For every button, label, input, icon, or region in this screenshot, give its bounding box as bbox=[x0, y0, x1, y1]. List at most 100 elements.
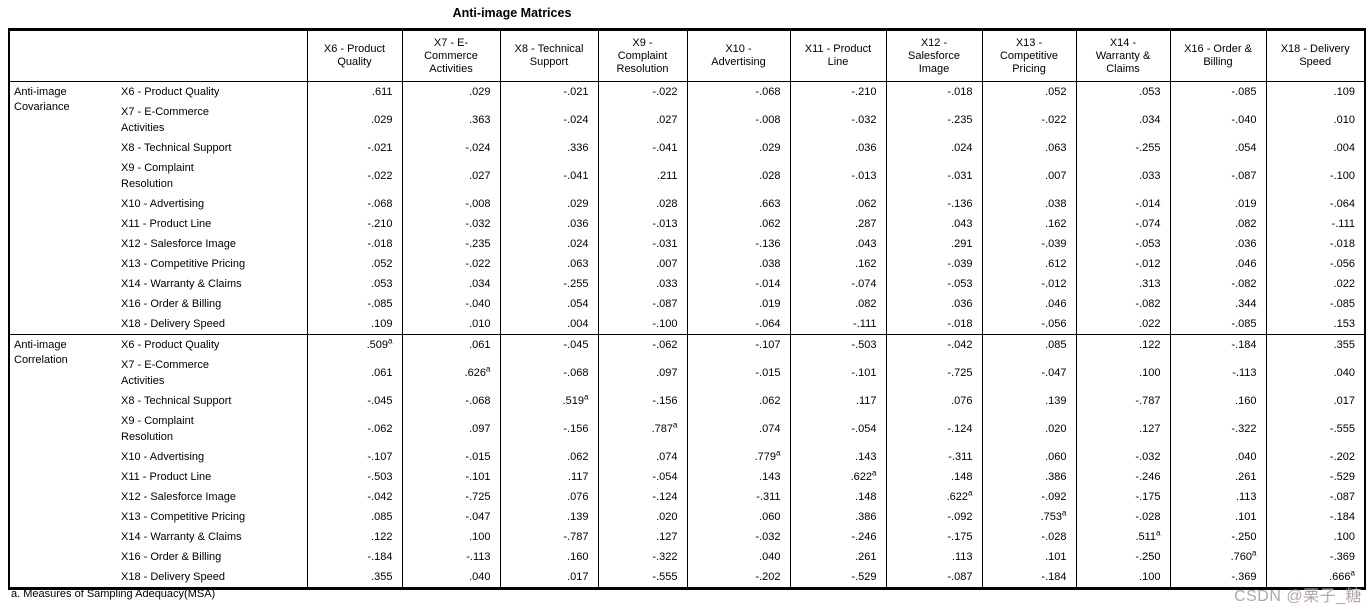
column-header: X11 - Product Line bbox=[789, 29, 886, 82]
data-cell: .024 bbox=[499, 234, 598, 254]
data-cell: -.008 bbox=[401, 194, 500, 214]
data-cell: -.018 bbox=[885, 81, 982, 102]
data-cell: .355 bbox=[1265, 334, 1365, 355]
data-cell: .153 bbox=[1265, 314, 1365, 335]
row-label: X11 - Product Line bbox=[119, 214, 308, 234]
data-cell: .085 bbox=[371, 511, 393, 523]
data-cell: -.085 bbox=[367, 298, 393, 310]
data-cell: -.028 bbox=[1075, 507, 1170, 527]
data-cell: .612 bbox=[981, 254, 1076, 274]
table-row: X8 - Technical Support -.045 -.068.519a -.1… bbox=[9, 391, 1365, 411]
table-row: X13 - Competitive Pricing .052 -.022.063.0… bbox=[9, 254, 1365, 274]
data-cell: -.235 bbox=[401, 234, 500, 254]
table-row: Anti-image Covariance X6 - Product Qualit… bbox=[9, 81, 1365, 113]
data-cell: -.529 bbox=[1265, 467, 1365, 487]
data-cell: .036 bbox=[1169, 234, 1266, 254]
data-cell: .787a bbox=[597, 411, 687, 447]
table-row: X16 - Order & Billing -.184 -.113.160 -.322… bbox=[9, 547, 1365, 567]
data-cell: -.021 bbox=[367, 142, 393, 154]
data-cell: -.124 bbox=[597, 487, 687, 507]
data-cell: -.008 bbox=[686, 102, 790, 138]
data-cell: -.555 bbox=[597, 567, 687, 589]
data-cell: .052 bbox=[371, 258, 393, 270]
data-cell: -.041 bbox=[597, 138, 687, 158]
data-cell: -.202 bbox=[686, 567, 790, 589]
data-cell: .028 bbox=[686, 158, 790, 194]
column-header: X10 - Advertising bbox=[686, 29, 790, 82]
data-cell: -.031 bbox=[597, 234, 687, 254]
data-cell: .139 bbox=[499, 507, 598, 527]
data-cell: .029 bbox=[499, 194, 598, 214]
msa-footnote-marker: a bbox=[1156, 528, 1161, 538]
data-cell: -.202 bbox=[1265, 447, 1365, 467]
column-header: X16 - Order & Billing bbox=[1169, 29, 1266, 82]
data-cell: -.100 bbox=[597, 314, 687, 335]
data-cell: .313 bbox=[1075, 274, 1170, 294]
data-cell: -.322 bbox=[597, 547, 687, 567]
data-cell: -.074 bbox=[789, 274, 886, 294]
data-cell: .063 bbox=[981, 138, 1076, 158]
data-cell: -.085 bbox=[1169, 314, 1266, 335]
data-cell: -.021 bbox=[499, 81, 598, 102]
row-label: X7 - E-Commerce Activities bbox=[119, 102, 308, 138]
data-cell: -.064 bbox=[686, 314, 790, 335]
data-cell: .043 bbox=[789, 234, 886, 254]
table-row: X12 - Salesforce Image -.018 -.235.024 -.03… bbox=[9, 234, 1365, 254]
data-cell: -.040 bbox=[401, 294, 500, 314]
data-cell: .061 bbox=[401, 334, 500, 355]
data-cell: -.056 bbox=[981, 314, 1076, 335]
data-cell: .336 bbox=[499, 138, 598, 158]
data-cell: .148 bbox=[885, 467, 982, 487]
data-cell: -.042 bbox=[367, 491, 393, 503]
msa-footnote-marker: a bbox=[1350, 568, 1355, 578]
data-cell: -.074 bbox=[1075, 214, 1170, 234]
data-cell: .666a bbox=[1265, 567, 1365, 589]
data-cell: .034 bbox=[1075, 102, 1170, 138]
column-header: X9 - Complaint Resolution bbox=[597, 29, 687, 82]
table-row: X9 - Complaint Resolution -.062 .097 -.156.… bbox=[9, 411, 1365, 447]
row-label: X10 - Advertising bbox=[119, 447, 308, 467]
msa-footnote-marker: a bbox=[486, 364, 491, 374]
data-cell: -.082 bbox=[1075, 294, 1170, 314]
data-cell: .004 bbox=[499, 314, 598, 335]
data-cell: -.047 bbox=[401, 507, 500, 527]
data-cell: -.014 bbox=[1075, 194, 1170, 214]
data-cell: .386 bbox=[981, 467, 1076, 487]
data-cell: -.022 bbox=[981, 102, 1076, 138]
data-cell: .033 bbox=[597, 274, 687, 294]
data-cell: .038 bbox=[981, 194, 1076, 214]
table-row: X18 - Delivery Speed .109.010.004 -.100 -.0… bbox=[9, 314, 1365, 335]
data-cell: .127 bbox=[1075, 411, 1170, 447]
data-cell: .663 bbox=[686, 194, 790, 214]
data-cell: .074 bbox=[597, 447, 687, 467]
data-cell: .022 bbox=[1265, 274, 1365, 294]
data-cell: -.087 bbox=[1169, 158, 1266, 194]
data-cell: -.136 bbox=[885, 194, 982, 214]
row-label: X11 - Product Line bbox=[119, 467, 308, 487]
table-row: X11 - Product Line -.210 -.032.036 -.013.06… bbox=[9, 214, 1365, 234]
column-header: X14 - Warranty & Claims bbox=[1075, 29, 1170, 82]
row-label: X7 - E-Commerce Activities bbox=[119, 355, 308, 391]
data-cell: -.062 bbox=[367, 423, 393, 435]
data-cell: .386 bbox=[789, 507, 886, 527]
data-cell: -.013 bbox=[789, 158, 886, 194]
table-row: X16 - Order & Billing -.085 -.040.054 -.087… bbox=[9, 294, 1365, 314]
data-cell: .062 bbox=[686, 391, 790, 411]
data-cell: .038 bbox=[686, 254, 790, 274]
data-cell: .004 bbox=[1265, 138, 1365, 158]
data-cell: .010 bbox=[401, 314, 500, 335]
data-cell: .519a bbox=[499, 391, 598, 411]
data-cell: .033 bbox=[1075, 158, 1170, 194]
data-cell: -.113 bbox=[1169, 355, 1266, 391]
column-header: X13 - Competitive Pricing bbox=[981, 29, 1076, 82]
row-label: X14 - Warranty & Claims bbox=[119, 527, 308, 547]
data-cell: .060 bbox=[981, 447, 1076, 467]
data-cell: .036 bbox=[499, 214, 598, 234]
data-cell: .040 bbox=[401, 567, 500, 589]
data-cell: .101 bbox=[1169, 507, 1266, 527]
msa-footnote-marker: a bbox=[968, 488, 973, 498]
data-cell: .017 bbox=[1265, 391, 1365, 411]
data-cell: -.113 bbox=[401, 547, 500, 567]
data-cell: -.311 bbox=[885, 447, 982, 467]
